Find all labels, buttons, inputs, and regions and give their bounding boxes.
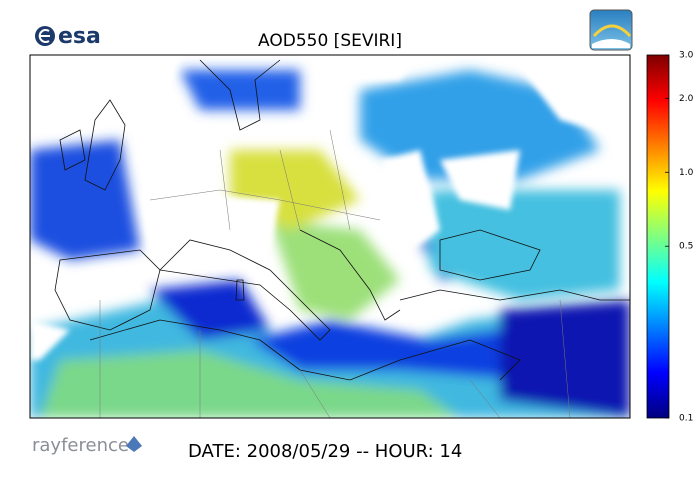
map-title: AOD550 [SEVIRI] <box>258 31 402 51</box>
date-label: DATE: 2008/05/29 -- HOUR: 14 <box>188 441 462 462</box>
aerosol-field <box>30 70 630 418</box>
rayference-text: rayference <box>32 435 129 456</box>
coastlines <box>54 59 630 381</box>
colorbar <box>646 54 670 419</box>
borders <box>99 129 571 418</box>
map <box>30 55 630 418</box>
app-logo-box <box>589 9 633 51</box>
colorbar-tick-label: 0.5 <box>679 242 693 252</box>
app-logo-cloud <box>592 39 630 48</box>
esa-mark-e <box>38 29 50 43</box>
app-logo-arc <box>592 24 632 38</box>
app-logo <box>589 9 633 51</box>
rayference-logo: rayference <box>32 435 142 456</box>
esa-logo: esa <box>35 24 101 49</box>
colorbar-tick-label: 1.0 <box>679 168 694 178</box>
esa-text: esa <box>58 24 101 49</box>
colorbar-tick-label: 3.0 <box>679 51 694 61</box>
clouds <box>30 55 630 360</box>
colorbar-tick-label: 2.0 <box>679 94 694 104</box>
rayference-mark <box>126 436 142 452</box>
colorbar-tick-label: 0.1 <box>679 414 693 424</box>
map-frame <box>29 54 631 419</box>
